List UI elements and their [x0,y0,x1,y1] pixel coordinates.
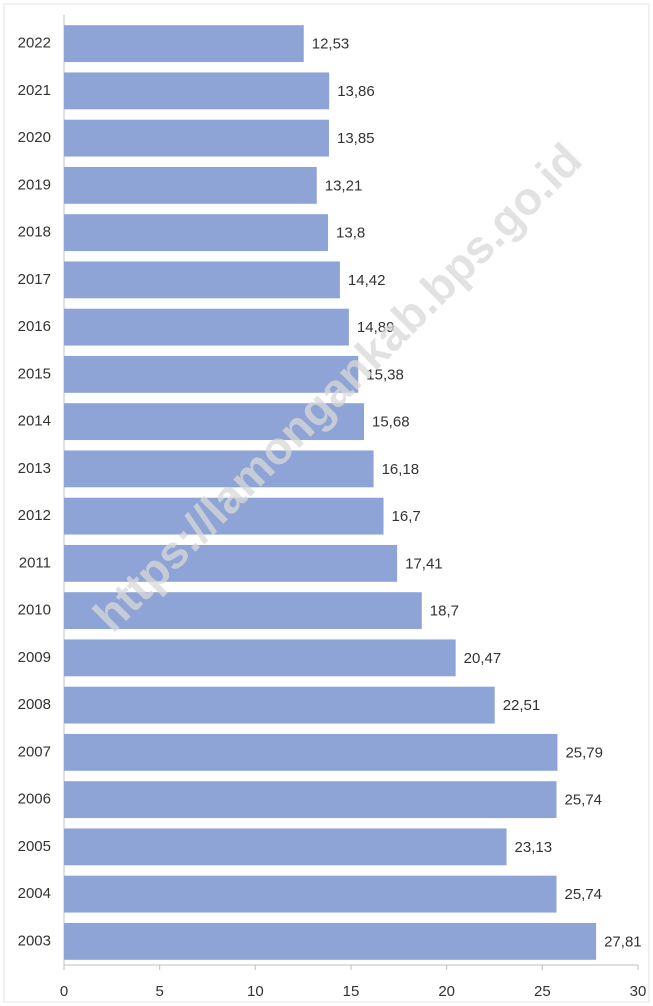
bar [64,72,330,110]
y-tick-label: 2003 [18,932,51,949]
data-label: 14,89 [357,319,395,336]
bar [64,308,349,346]
y-tick-label: 2004 [18,885,51,902]
y-tick-label: 2005 [18,838,51,855]
bar [64,592,422,630]
bar [64,403,365,441]
data-label: 16,18 [382,461,420,478]
x-tick-label: 0 [60,983,68,1000]
y-tick-label: 2015 [18,365,51,382]
bar [64,686,495,724]
y-tick-label: 2011 [19,554,51,571]
y-tick-label: 2018 [18,224,51,241]
bar [64,922,597,960]
bar [64,497,384,535]
data-label: 15,38 [366,366,404,383]
data-label: 18,7 [430,603,459,620]
data-label: 12,53 [312,36,350,53]
y-tick-label: 2014 [18,413,51,430]
data-label: 25,74 [564,886,602,903]
bar [64,450,374,488]
y-tick-label: 2022 [18,35,51,52]
y-tick-label: 2006 [18,791,51,808]
data-label: 14,42 [348,272,386,289]
chart-frame [3,3,650,1003]
data-label: 25,79 [565,744,603,761]
data-label: 13,21 [325,177,363,194]
bar [64,166,317,204]
x-tick-label: 5 [155,983,163,1000]
x-tick-label: 20 [438,983,455,1000]
bar [64,214,329,252]
data-label: 13,85 [337,130,375,147]
bar [64,639,456,677]
data-label: 25,74 [564,792,602,809]
y-tick-label: 2010 [18,602,51,619]
y-tick-label: 2007 [18,743,51,760]
y-tick-label: 2020 [18,129,51,146]
bar [64,544,398,582]
bar [64,119,329,157]
data-label: 16,7 [392,508,421,525]
y-tick-label: 2008 [18,696,51,713]
data-label: 13,86 [337,83,375,100]
bar [64,875,557,913]
bar [64,25,304,63]
y-tick-label: 2016 [18,318,51,335]
bar [64,733,558,771]
data-label: 22,51 [503,697,541,714]
data-label: 17,41 [405,555,443,572]
data-label: 13,8 [336,225,365,242]
x-tick-label: 10 [247,983,264,1000]
x-tick-label: 30 [630,983,647,1000]
data-label: 27,81 [604,933,642,950]
x-tick-label: 15 [343,983,360,1000]
y-tick-label: 2017 [18,271,51,288]
data-label: 20,47 [464,650,502,667]
bar [64,355,359,393]
x-tick-label: 25 [534,983,551,1000]
y-tick-label: 2021 [18,82,51,99]
data-label: 15,68 [372,414,410,431]
data-label: 23,13 [515,839,553,856]
bar [64,781,557,819]
bar [64,828,507,866]
y-tick-label: 2013 [18,460,51,477]
y-tick-label: 2009 [18,649,51,666]
y-tick-label: 2019 [18,176,51,193]
y-tick-label: 2012 [18,507,51,524]
bar [64,261,340,299]
